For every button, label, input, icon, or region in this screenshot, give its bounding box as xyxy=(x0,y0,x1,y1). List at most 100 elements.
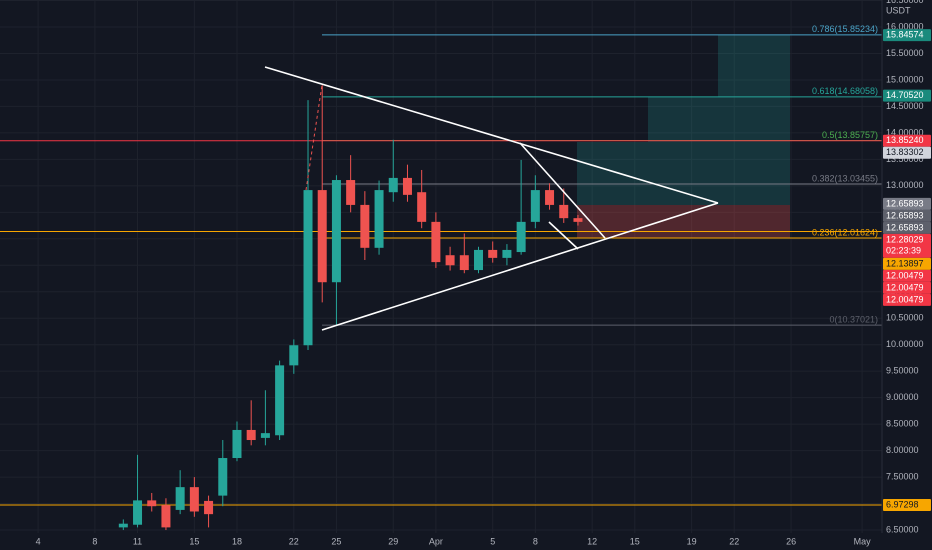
target-zone xyxy=(648,97,790,142)
candle-body xyxy=(417,192,427,222)
candle-body xyxy=(474,249,484,271)
x-tick-label: 11 xyxy=(133,536,142,546)
price-badge-label: 6.97298 xyxy=(886,499,919,509)
y-tick-label: 10.00000 xyxy=(886,339,924,349)
candle-body xyxy=(232,429,242,459)
trend-line xyxy=(548,221,579,250)
candle-body xyxy=(488,249,498,258)
price-badge xyxy=(883,281,931,294)
x-tick-label: 18 xyxy=(232,536,242,546)
trend-line xyxy=(519,142,606,239)
candle-body xyxy=(260,433,270,438)
y-tick-label: 8.50000 xyxy=(886,419,919,429)
price-badge xyxy=(883,293,931,306)
grid xyxy=(0,0,882,533)
fib-label: 0.236(12.01624) xyxy=(812,227,878,237)
price-badge xyxy=(883,233,931,258)
target-zone xyxy=(577,142,790,205)
price-badge xyxy=(883,134,931,147)
candle-body xyxy=(175,487,185,510)
price-badge xyxy=(883,29,931,42)
price-badge-label: 12.00479 xyxy=(886,282,924,292)
y-tick-label: 9.50000 xyxy=(886,366,919,376)
x-tick-label: 26 xyxy=(786,536,796,546)
price-badge-label: 13.85240 xyxy=(886,135,924,145)
candle-body xyxy=(445,255,455,266)
price-badge xyxy=(883,269,931,282)
trend-line xyxy=(264,66,719,204)
candle-body xyxy=(502,249,512,258)
candle-body xyxy=(303,190,313,346)
levels: 0.786(15.85234) 0.618(14.68058) 0.5(13.857… xyxy=(0,24,882,506)
y-tick-label: 6.50000 xyxy=(886,524,919,534)
candle-body xyxy=(388,177,398,193)
x-tick-label: 25 xyxy=(331,536,341,546)
x-tick-label: 8 xyxy=(533,536,538,546)
price-badge xyxy=(883,89,931,102)
y-tick-label: 16.00000 xyxy=(886,21,924,31)
x-tick-label: 22 xyxy=(729,536,739,546)
y-tick-label: 14.00000 xyxy=(886,127,924,137)
fib-label: 0.618(14.68058) xyxy=(812,86,878,96)
price-badge-label: 13.83302 xyxy=(886,147,924,157)
y-tick-label: 13.00000 xyxy=(886,180,924,190)
candle-body xyxy=(516,221,526,253)
candle-body xyxy=(459,255,469,271)
price-badge xyxy=(883,197,931,210)
candle-body xyxy=(346,180,356,205)
x-tick-label: 22 xyxy=(289,536,299,546)
x-tick-label: Apr xyxy=(429,536,443,546)
candle-body xyxy=(161,505,171,528)
price-badge-label: 15.84574 xyxy=(886,30,924,40)
candle-body xyxy=(331,180,341,283)
x-tick-label: 5 xyxy=(490,536,495,546)
x-tick-label: 19 xyxy=(687,536,697,546)
candle-body xyxy=(573,218,583,222)
y-tick-label: 15.50000 xyxy=(886,48,924,58)
y-tick-label: 9.00000 xyxy=(886,392,919,402)
candle-body xyxy=(530,190,540,222)
candle-body xyxy=(204,500,214,515)
price-badge-label: 14.70520 xyxy=(886,90,924,100)
price-badge xyxy=(883,146,931,159)
candle-body xyxy=(402,177,412,195)
candle-body xyxy=(275,365,285,436)
price-badge xyxy=(883,257,931,270)
price-badge-label: 12.00479 xyxy=(886,294,924,304)
y-tick-label: 8.00000 xyxy=(886,445,919,455)
y-tick-label: 16.50000 xyxy=(886,0,924,5)
price-badge-label: 12.65893 xyxy=(886,222,924,232)
price-badge-label: 12.28029 xyxy=(886,234,924,244)
candle-body xyxy=(189,487,199,512)
candles xyxy=(118,85,583,531)
candle-body xyxy=(289,345,299,366)
price-badge-label: 12.65893 xyxy=(886,198,924,208)
price-badges: 15.84574 14.70520 13.85240 13.83302 12.65893… xyxy=(883,29,931,511)
y-tick-label: 7.50000 xyxy=(886,471,919,481)
candle-body xyxy=(147,500,157,507)
fib-label: 0.786(15.85234) xyxy=(812,24,878,34)
candle-body xyxy=(559,204,569,219)
candle-body xyxy=(133,500,143,525)
price-badge xyxy=(883,498,931,511)
y-tick-label: 10.50000 xyxy=(886,313,924,323)
price-badge-label: 12.00479 xyxy=(886,270,924,280)
triangle-drawing xyxy=(264,66,719,331)
trend-line xyxy=(321,202,719,331)
price-badge xyxy=(883,209,931,222)
candle-body xyxy=(360,204,370,248)
candle-body xyxy=(317,190,327,283)
y-tick-label: 13.50000 xyxy=(886,154,924,164)
candle-body xyxy=(218,458,228,496)
price-badge-label: 12.65893 xyxy=(886,210,924,220)
countdown: 02:23:39 xyxy=(886,245,921,255)
price-badge xyxy=(883,221,931,234)
y-tick-label: 15.00000 xyxy=(886,74,924,84)
y-tick-label: 14.50000 xyxy=(886,101,924,111)
candle-body xyxy=(246,429,256,441)
x-tick-label: 29 xyxy=(388,536,398,546)
target-zone xyxy=(718,35,790,97)
x-tick-label: 8 xyxy=(92,536,97,546)
